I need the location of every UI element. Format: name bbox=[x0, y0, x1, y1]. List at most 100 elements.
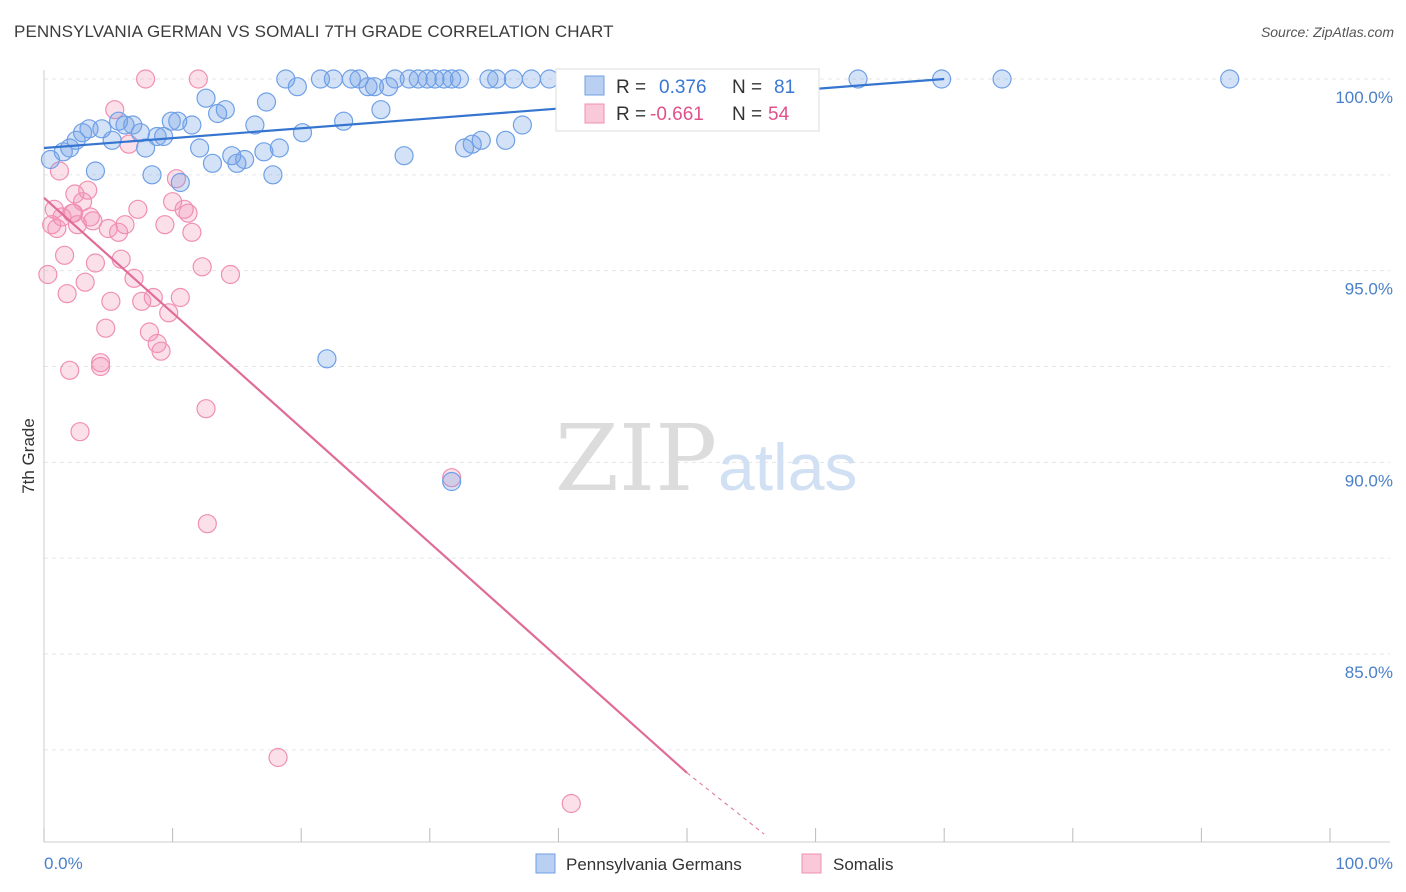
pennsylvania-german-point bbox=[442, 69, 462, 89]
pennsylvania-german-point bbox=[102, 130, 122, 150]
somali-point bbox=[561, 793, 581, 814]
pennsylvania-german-point bbox=[487, 69, 507, 89]
legend-label-pennsylvania-germans: Pennsylvania Germans bbox=[566, 855, 742, 874]
pennsylvania-german-point bbox=[235, 149, 255, 170]
somali-point bbox=[70, 422, 90, 442]
somali-point bbox=[192, 257, 212, 277]
somali-point bbox=[170, 287, 190, 308]
somali-point bbox=[135, 69, 156, 89]
somali-point bbox=[139, 322, 160, 342]
pennsylvania-german-point bbox=[147, 126, 167, 147]
somalis-trend-extension bbox=[686, 772, 765, 835]
pennsylvania-german-point bbox=[449, 69, 469, 89]
pennsylvania-german-point bbox=[60, 138, 80, 158]
legend-swatch-pennsylvania-germans bbox=[535, 853, 556, 874]
somali-point bbox=[151, 341, 171, 361]
somali-point bbox=[166, 169, 187, 189]
somali-point bbox=[90, 356, 111, 377]
stats-swatch-blue bbox=[584, 75, 605, 96]
pennsylvania-german-point bbox=[992, 69, 1012, 89]
somalis-trend-line bbox=[43, 197, 688, 774]
somali-point bbox=[268, 747, 288, 768]
pennsylvania-german-point bbox=[135, 138, 156, 158]
pennsylvania-german-point bbox=[170, 172, 190, 193]
somali-point bbox=[132, 291, 152, 311]
pennsylvania-german-point bbox=[182, 115, 202, 135]
somali-point bbox=[182, 222, 202, 242]
y-axis-tick-labels: 100.0% 95.0% 90.0% 85.0% bbox=[1335, 88, 1393, 682]
stats-r-label-blue: R = bbox=[616, 77, 646, 98]
pennsylvania-german-point bbox=[269, 138, 289, 158]
somali-point bbox=[115, 215, 135, 235]
y-tick-label: 85.0% bbox=[1345, 663, 1393, 682]
chart-title: PENNSYLVANIA GERMAN VS SOMALI 7TH GRADE … bbox=[14, 22, 614, 41]
pennsylvania-german-point bbox=[358, 77, 378, 97]
pennsylvania-german-point bbox=[215, 100, 235, 120]
pennsylvania-german-point bbox=[1220, 69, 1240, 89]
stats-box: R = 0.376 N = 81 R = -0.661 N = 54 bbox=[555, 68, 820, 132]
pennsylvania-german-point bbox=[245, 115, 265, 135]
pennsylvania-german-point bbox=[471, 130, 491, 150]
pennsylvania-german-point bbox=[254, 142, 274, 162]
stats-n-value-pink: 54 bbox=[768, 104, 790, 125]
somali-point bbox=[174, 199, 194, 219]
legend-label-somalis: Somalis bbox=[833, 855, 893, 874]
x-axis-ticks bbox=[43, 828, 1331, 842]
somali-point bbox=[163, 192, 183, 212]
somali-point bbox=[60, 360, 80, 380]
pennsylvania-german-point bbox=[287, 77, 307, 97]
somali-point bbox=[155, 215, 175, 235]
somali-point bbox=[54, 245, 75, 265]
pennsylvania-german-point bbox=[323, 69, 343, 89]
somali-point bbox=[57, 284, 77, 304]
x-tick-label: 100.0% bbox=[1335, 854, 1393, 873]
pennsylvania-german-point bbox=[85, 161, 106, 181]
somali-point bbox=[85, 253, 106, 273]
pennsylvania-german-point bbox=[503, 69, 523, 89]
stats-n-value-blue: 81 bbox=[774, 77, 795, 98]
somali-point bbox=[52, 207, 72, 227]
somali-point bbox=[159, 303, 179, 323]
somali-point bbox=[38, 264, 58, 285]
pennsylvania-german-point bbox=[190, 138, 210, 158]
source-credit: Source: ZipAtlas.com bbox=[1260, 24, 1394, 40]
somali-point bbox=[63, 203, 84, 223]
pennsylvania-german-point bbox=[394, 146, 414, 166]
somali-point bbox=[197, 514, 217, 534]
pennsylvania-german-point bbox=[123, 115, 143, 135]
somali-point bbox=[188, 69, 208, 89]
somali-point bbox=[108, 222, 129, 242]
pennsylvania-german-point bbox=[496, 130, 516, 150]
legend-swatch-somalis bbox=[801, 853, 822, 874]
pennsylvania-german-point bbox=[417, 69, 437, 89]
somali-point bbox=[42, 215, 62, 235]
somali-point bbox=[47, 218, 67, 239]
stats-r-label-pink: R = bbox=[616, 104, 646, 125]
pennsylvania-german-point bbox=[263, 165, 283, 185]
somali-point bbox=[78, 180, 98, 200]
pennsylvania-german-point bbox=[512, 115, 532, 135]
x-axis-tick-labels: 0.0% 100.0% bbox=[44, 854, 1393, 873]
somali-point bbox=[65, 184, 85, 204]
pennsylvania-german-point bbox=[385, 69, 405, 89]
somali-point bbox=[101, 291, 121, 311]
somali-point bbox=[128, 199, 148, 219]
watermark-zip: ZIP bbox=[555, 405, 717, 512]
pennsylvania-german-point bbox=[479, 69, 499, 89]
pennsylvania-german-point bbox=[276, 69, 296, 89]
bottom-legend: Pennsylvania Germans Somalis bbox=[535, 853, 893, 874]
pennsylvania-german-point bbox=[153, 126, 174, 147]
stats-swatch-pink bbox=[584, 103, 605, 124]
somali-point bbox=[75, 272, 95, 292]
pennsylvania-german-point bbox=[848, 69, 868, 89]
somali-point bbox=[196, 399, 216, 419]
stats-n-label-pink: N = bbox=[732, 104, 762, 125]
pennsylvania-german-point bbox=[379, 77, 399, 97]
somali-point bbox=[44, 199, 64, 219]
pennsylvania-german-point bbox=[371, 100, 391, 120]
watermark-atlas: atlas bbox=[718, 430, 857, 504]
pennsylvania-german-point bbox=[196, 88, 216, 108]
somali-point bbox=[96, 318, 116, 338]
y-axis-label: 7th Grade bbox=[19, 418, 38, 494]
